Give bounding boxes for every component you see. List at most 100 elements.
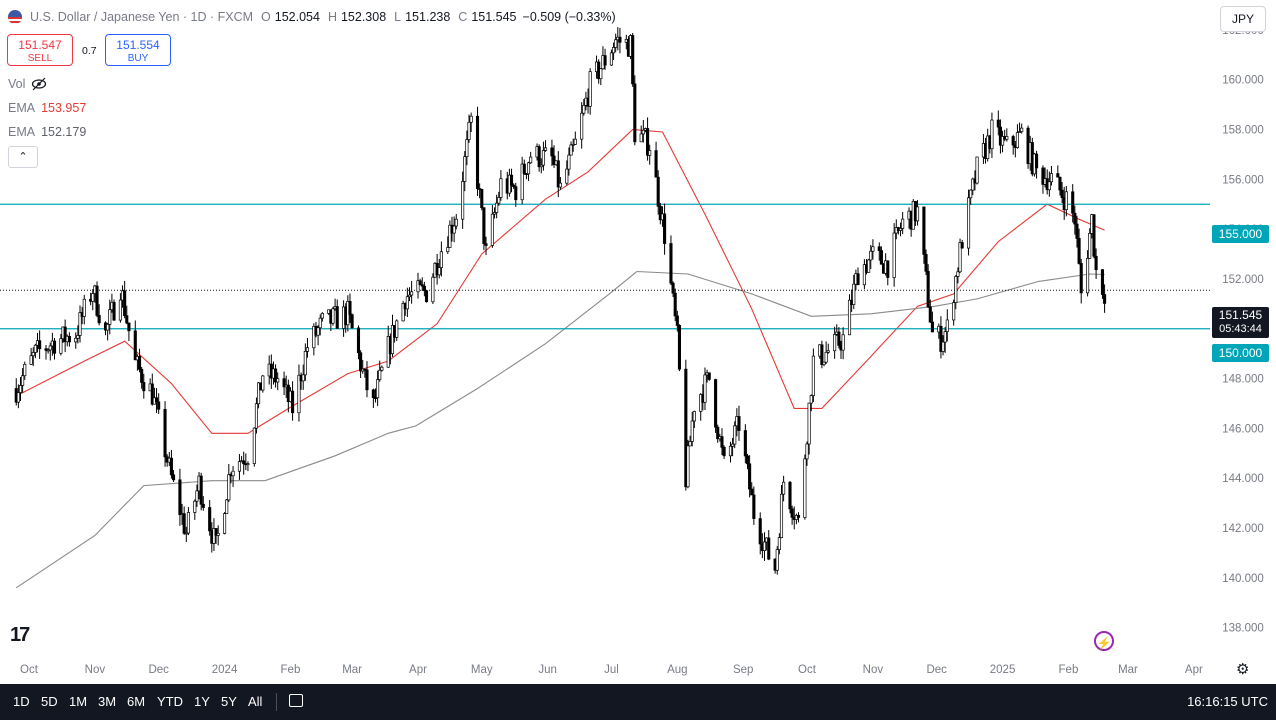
candle-body (301, 374, 305, 382)
currency-button[interactable]: JPY (1220, 6, 1266, 32)
range-1d-button[interactable]: 1D (13, 694, 30, 709)
candle-body (775, 549, 779, 571)
buy-label: BUY (127, 53, 149, 64)
collapse-legend-button[interactable]: ⌃ (8, 146, 38, 168)
candle-body (380, 366, 384, 371)
candle-body (359, 352, 363, 372)
candle-body (956, 271, 960, 277)
candle-body (208, 507, 212, 532)
volume-indicator-row[interactable]: Vol (8, 77, 47, 91)
candle-body (752, 494, 756, 519)
range-3m-button[interactable]: 3M (98, 694, 117, 709)
clock-time[interactable]: 16:16:15 UTC (1187, 694, 1268, 709)
candle-body (106, 324, 110, 331)
candle-body (297, 374, 301, 414)
gear-icon[interactable]: ⚙ (1236, 661, 1250, 678)
range-1y-button[interactable]: 1Y (194, 694, 210, 709)
range-ytd-button[interactable]: YTD (157, 694, 183, 709)
ema-slow-indicator-row[interactable]: EMA 152.179 (8, 125, 86, 139)
candle-body (743, 430, 747, 457)
candle-body (1064, 191, 1068, 211)
x-tick-label: Mar (342, 664, 362, 676)
symbol-title[interactable]: U.S. Dollar / Japanese Yen · 1D · FXCM (30, 10, 254, 24)
range-5y-button[interactable]: 5Y (221, 694, 237, 709)
chevron-up-icon: ⌃ (18, 151, 28, 163)
sell-price: 151.547 (18, 38, 62, 52)
candle-body (971, 178, 975, 191)
candle-body (452, 225, 456, 234)
candle-body (1049, 173, 1054, 183)
candle-body (1005, 136, 1009, 140)
candle-body (1020, 127, 1024, 132)
candle-body (331, 308, 335, 324)
candle-body (550, 147, 554, 157)
candle-body (91, 293, 95, 302)
y-tick-label: 146.000 (1222, 423, 1264, 435)
range-1m-button[interactable]: 1M (69, 694, 88, 709)
candle-body (943, 331, 947, 343)
ema-slow-value: 152.179 (41, 125, 87, 139)
candle-body (788, 481, 792, 510)
candle-body (431, 276, 435, 303)
candle-body (291, 390, 295, 414)
candle-body (465, 139, 469, 157)
sell-button[interactable]: 151.547 SELL (7, 34, 73, 66)
candle-body (526, 162, 531, 175)
candle-body (335, 306, 339, 329)
candle-body (320, 313, 324, 319)
candle-body (274, 368, 278, 383)
range-all-button[interactable]: All (248, 694, 263, 709)
candle-body (184, 532, 188, 535)
candle-body (567, 154, 571, 170)
support-price-tag: 150.000 (1212, 344, 1269, 362)
candle-body (195, 490, 199, 502)
candle-body (867, 259, 871, 273)
candle-body (599, 68, 603, 80)
candle-body (733, 425, 737, 445)
candle-body (454, 218, 458, 227)
candle-body (930, 321, 934, 333)
candle-body (31, 352, 35, 357)
candle-body (609, 52, 613, 66)
candle-body (76, 335, 80, 339)
candle-body (922, 206, 926, 255)
eye-hidden-icon[interactable] (31, 77, 47, 91)
candle-body (133, 330, 137, 361)
candle-body (1075, 223, 1079, 239)
candle-body (648, 150, 652, 156)
candle-body (407, 294, 412, 298)
buy-button[interactable]: 151.554 BUY (105, 34, 171, 66)
candle-body (350, 314, 354, 329)
candle-body (186, 512, 190, 534)
candle-body (811, 355, 815, 396)
candle-body (958, 242, 962, 273)
buy-price: 151.554 (116, 38, 160, 52)
candle-body (663, 213, 667, 244)
candle-body (520, 163, 524, 201)
candle-body (356, 327, 361, 354)
ema-fast-label: EMA (8, 101, 36, 115)
x-tick-label: Apr (409, 664, 427, 676)
candle-body (461, 181, 465, 220)
ema-fast-indicator-row[interactable]: EMA 153.957 (8, 101, 86, 115)
candle-body (21, 375, 25, 386)
calendar-icon[interactable] (289, 694, 303, 707)
price-chart[interactable]: 138.000 140.000 142.000 144.000 146.000 148.0… (0, 0, 1276, 684)
candle-body (312, 325, 316, 349)
candle-body (378, 369, 382, 380)
range-5d-button[interactable]: 5D (41, 694, 58, 709)
candle-body (822, 361, 826, 365)
candle-body (745, 455, 750, 465)
range-6m-button[interactable]: 6M (127, 694, 146, 709)
candle-body (926, 270, 930, 308)
candle-body (654, 150, 658, 178)
candle-body (960, 242, 964, 249)
candle-body (1092, 214, 1096, 257)
candle-body (1079, 263, 1083, 294)
candle-body (16, 392, 20, 403)
candle-body (495, 202, 499, 213)
candle-body (852, 283, 856, 305)
y-tick-label: 144.000 (1222, 473, 1264, 485)
candle-body (38, 340, 42, 350)
lightning-icon[interactable]: ⚡ (1094, 631, 1114, 651)
